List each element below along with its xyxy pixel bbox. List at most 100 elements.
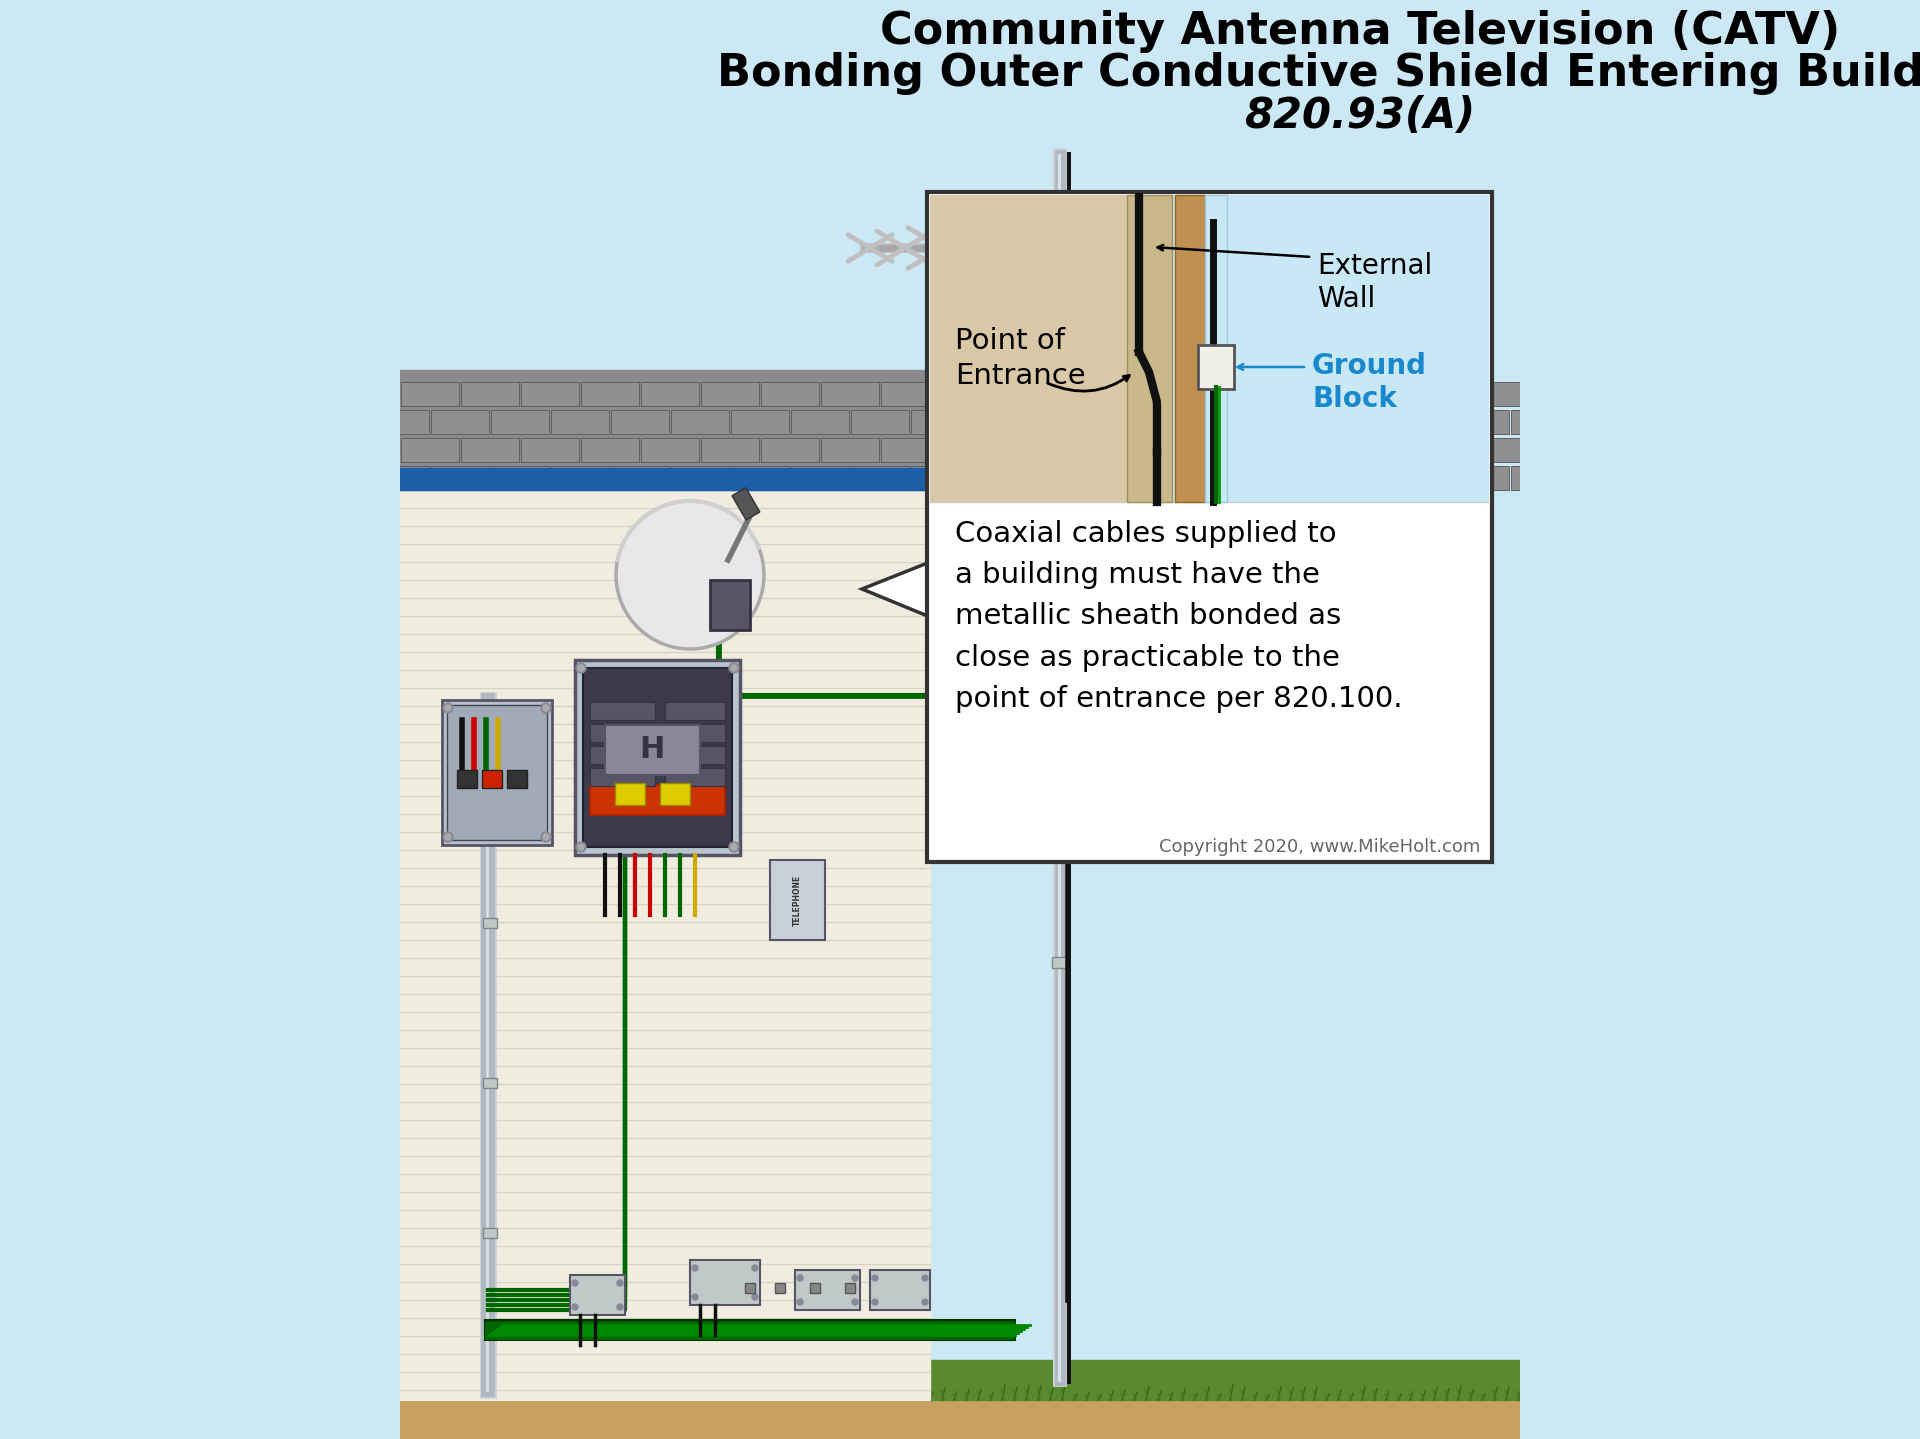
Bar — [1050, 676, 1071, 689]
Bar — [551, 466, 609, 491]
Circle shape — [576, 842, 586, 852]
Bar — [929, 196, 1490, 502]
Bar — [589, 786, 726, 814]
Bar — [664, 724, 726, 743]
Circle shape — [691, 1294, 699, 1299]
Bar — [972, 410, 1029, 435]
Bar — [745, 1284, 755, 1294]
Bar — [1206, 196, 1227, 502]
Bar — [461, 381, 518, 406]
Circle shape — [922, 1299, 927, 1305]
Bar — [760, 381, 820, 406]
Bar — [486, 1320, 1016, 1340]
Bar — [492, 466, 549, 491]
Bar — [574, 661, 739, 855]
Bar — [929, 196, 1127, 502]
Bar — [399, 1360, 1920, 1400]
Bar — [1031, 410, 1089, 435]
Bar — [670, 466, 730, 491]
Bar — [1212, 410, 1269, 435]
Circle shape — [852, 1299, 858, 1305]
Bar — [614, 783, 645, 804]
Bar — [670, 410, 730, 435]
Bar — [641, 437, 699, 462]
Bar — [584, 668, 732, 848]
Bar — [582, 381, 639, 406]
Bar — [870, 1271, 929, 1309]
Circle shape — [753, 1294, 758, 1299]
Bar — [1052, 837, 1068, 848]
Circle shape — [732, 665, 737, 671]
Bar — [457, 770, 476, 789]
Bar — [399, 1390, 1521, 1439]
Bar — [701, 437, 758, 462]
Bar — [1121, 381, 1179, 406]
Bar — [461, 437, 518, 462]
Bar — [1542, 437, 1599, 462]
Bar — [399, 370, 960, 491]
Bar — [851, 410, 908, 435]
Bar — [1240, 381, 1300, 406]
Bar — [1181, 437, 1238, 462]
Bar — [1052, 957, 1068, 968]
Bar — [710, 580, 751, 630]
Circle shape — [730, 663, 739, 673]
Bar — [507, 770, 526, 789]
Bar — [845, 1284, 854, 1294]
Bar — [1302, 381, 1359, 406]
Bar — [486, 1322, 1016, 1340]
Circle shape — [797, 1275, 803, 1281]
Bar — [1331, 466, 1388, 491]
Circle shape — [753, 1265, 758, 1271]
Bar — [1062, 381, 1119, 406]
Circle shape — [872, 1299, 877, 1305]
Bar — [664, 745, 726, 764]
Bar — [570, 1275, 626, 1315]
Bar — [732, 410, 789, 435]
Text: External: External — [1317, 252, 1432, 281]
Bar — [881, 437, 939, 462]
Bar — [482, 770, 501, 789]
Bar — [791, 466, 849, 491]
Bar — [342, 381, 399, 406]
Bar — [1031, 466, 1089, 491]
Bar — [1050, 436, 1071, 450]
Bar — [1542, 381, 1599, 406]
Circle shape — [922, 1275, 927, 1281]
Bar — [551, 410, 609, 435]
Bar — [770, 861, 826, 940]
Bar — [1511, 466, 1569, 491]
Bar — [689, 1261, 760, 1305]
Bar — [1052, 517, 1068, 528]
Circle shape — [543, 705, 549, 711]
Bar — [1331, 410, 1388, 435]
Circle shape — [616, 1304, 622, 1309]
Bar — [1511, 410, 1569, 435]
Bar — [941, 437, 998, 462]
Bar — [1150, 410, 1210, 435]
Bar — [589, 702, 655, 720]
Bar — [589, 768, 655, 786]
Bar — [1271, 466, 1329, 491]
Bar — [1052, 727, 1068, 738]
Bar — [1271, 410, 1329, 435]
Circle shape — [616, 1281, 622, 1286]
Bar — [484, 1227, 497, 1238]
Bar — [430, 410, 490, 435]
Bar — [732, 488, 760, 519]
Circle shape — [444, 832, 453, 842]
Polygon shape — [862, 563, 929, 617]
Bar — [791, 410, 849, 435]
Bar — [795, 1271, 860, 1309]
Bar — [399, 468, 960, 491]
Bar — [399, 481, 929, 1400]
Bar — [664, 768, 726, 786]
Bar — [1050, 551, 1071, 566]
Bar — [1091, 466, 1148, 491]
Bar — [1421, 437, 1478, 462]
Text: Point of: Point of — [954, 327, 1066, 355]
Bar — [1452, 466, 1509, 491]
Bar — [1181, 381, 1238, 406]
Bar — [484, 1078, 497, 1088]
Circle shape — [691, 1265, 699, 1271]
